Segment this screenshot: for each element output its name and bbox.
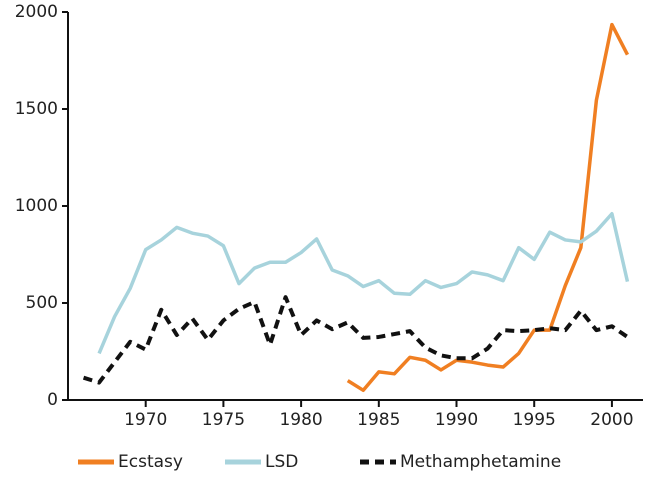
x-tick-label: 1975 — [202, 410, 245, 430]
legend-label: Methamphetamine — [400, 452, 561, 472]
x-tick-label: 1985 — [357, 410, 400, 430]
y-tick-label: 1500 — [15, 99, 58, 119]
y-tick-label: 500 — [26, 293, 58, 313]
line — [82, 295, 629, 385]
line — [97, 212, 630, 355]
y-tick-label: 2000 — [15, 2, 58, 22]
line — [346, 22, 630, 393]
legend-label: LSD — [265, 452, 298, 472]
x-tick-label: 2000 — [590, 410, 633, 430]
legend-label: Ecstasy — [118, 452, 183, 472]
x-tick-label: 1995 — [513, 410, 556, 430]
y-tick-label: 1000 — [15, 196, 58, 216]
x-tick-label: 1970 — [124, 410, 167, 430]
y-tick-label: 0 — [47, 390, 58, 410]
x-tick-label: 1990 — [435, 410, 478, 430]
x-tick-label: 1980 — [279, 410, 322, 430]
